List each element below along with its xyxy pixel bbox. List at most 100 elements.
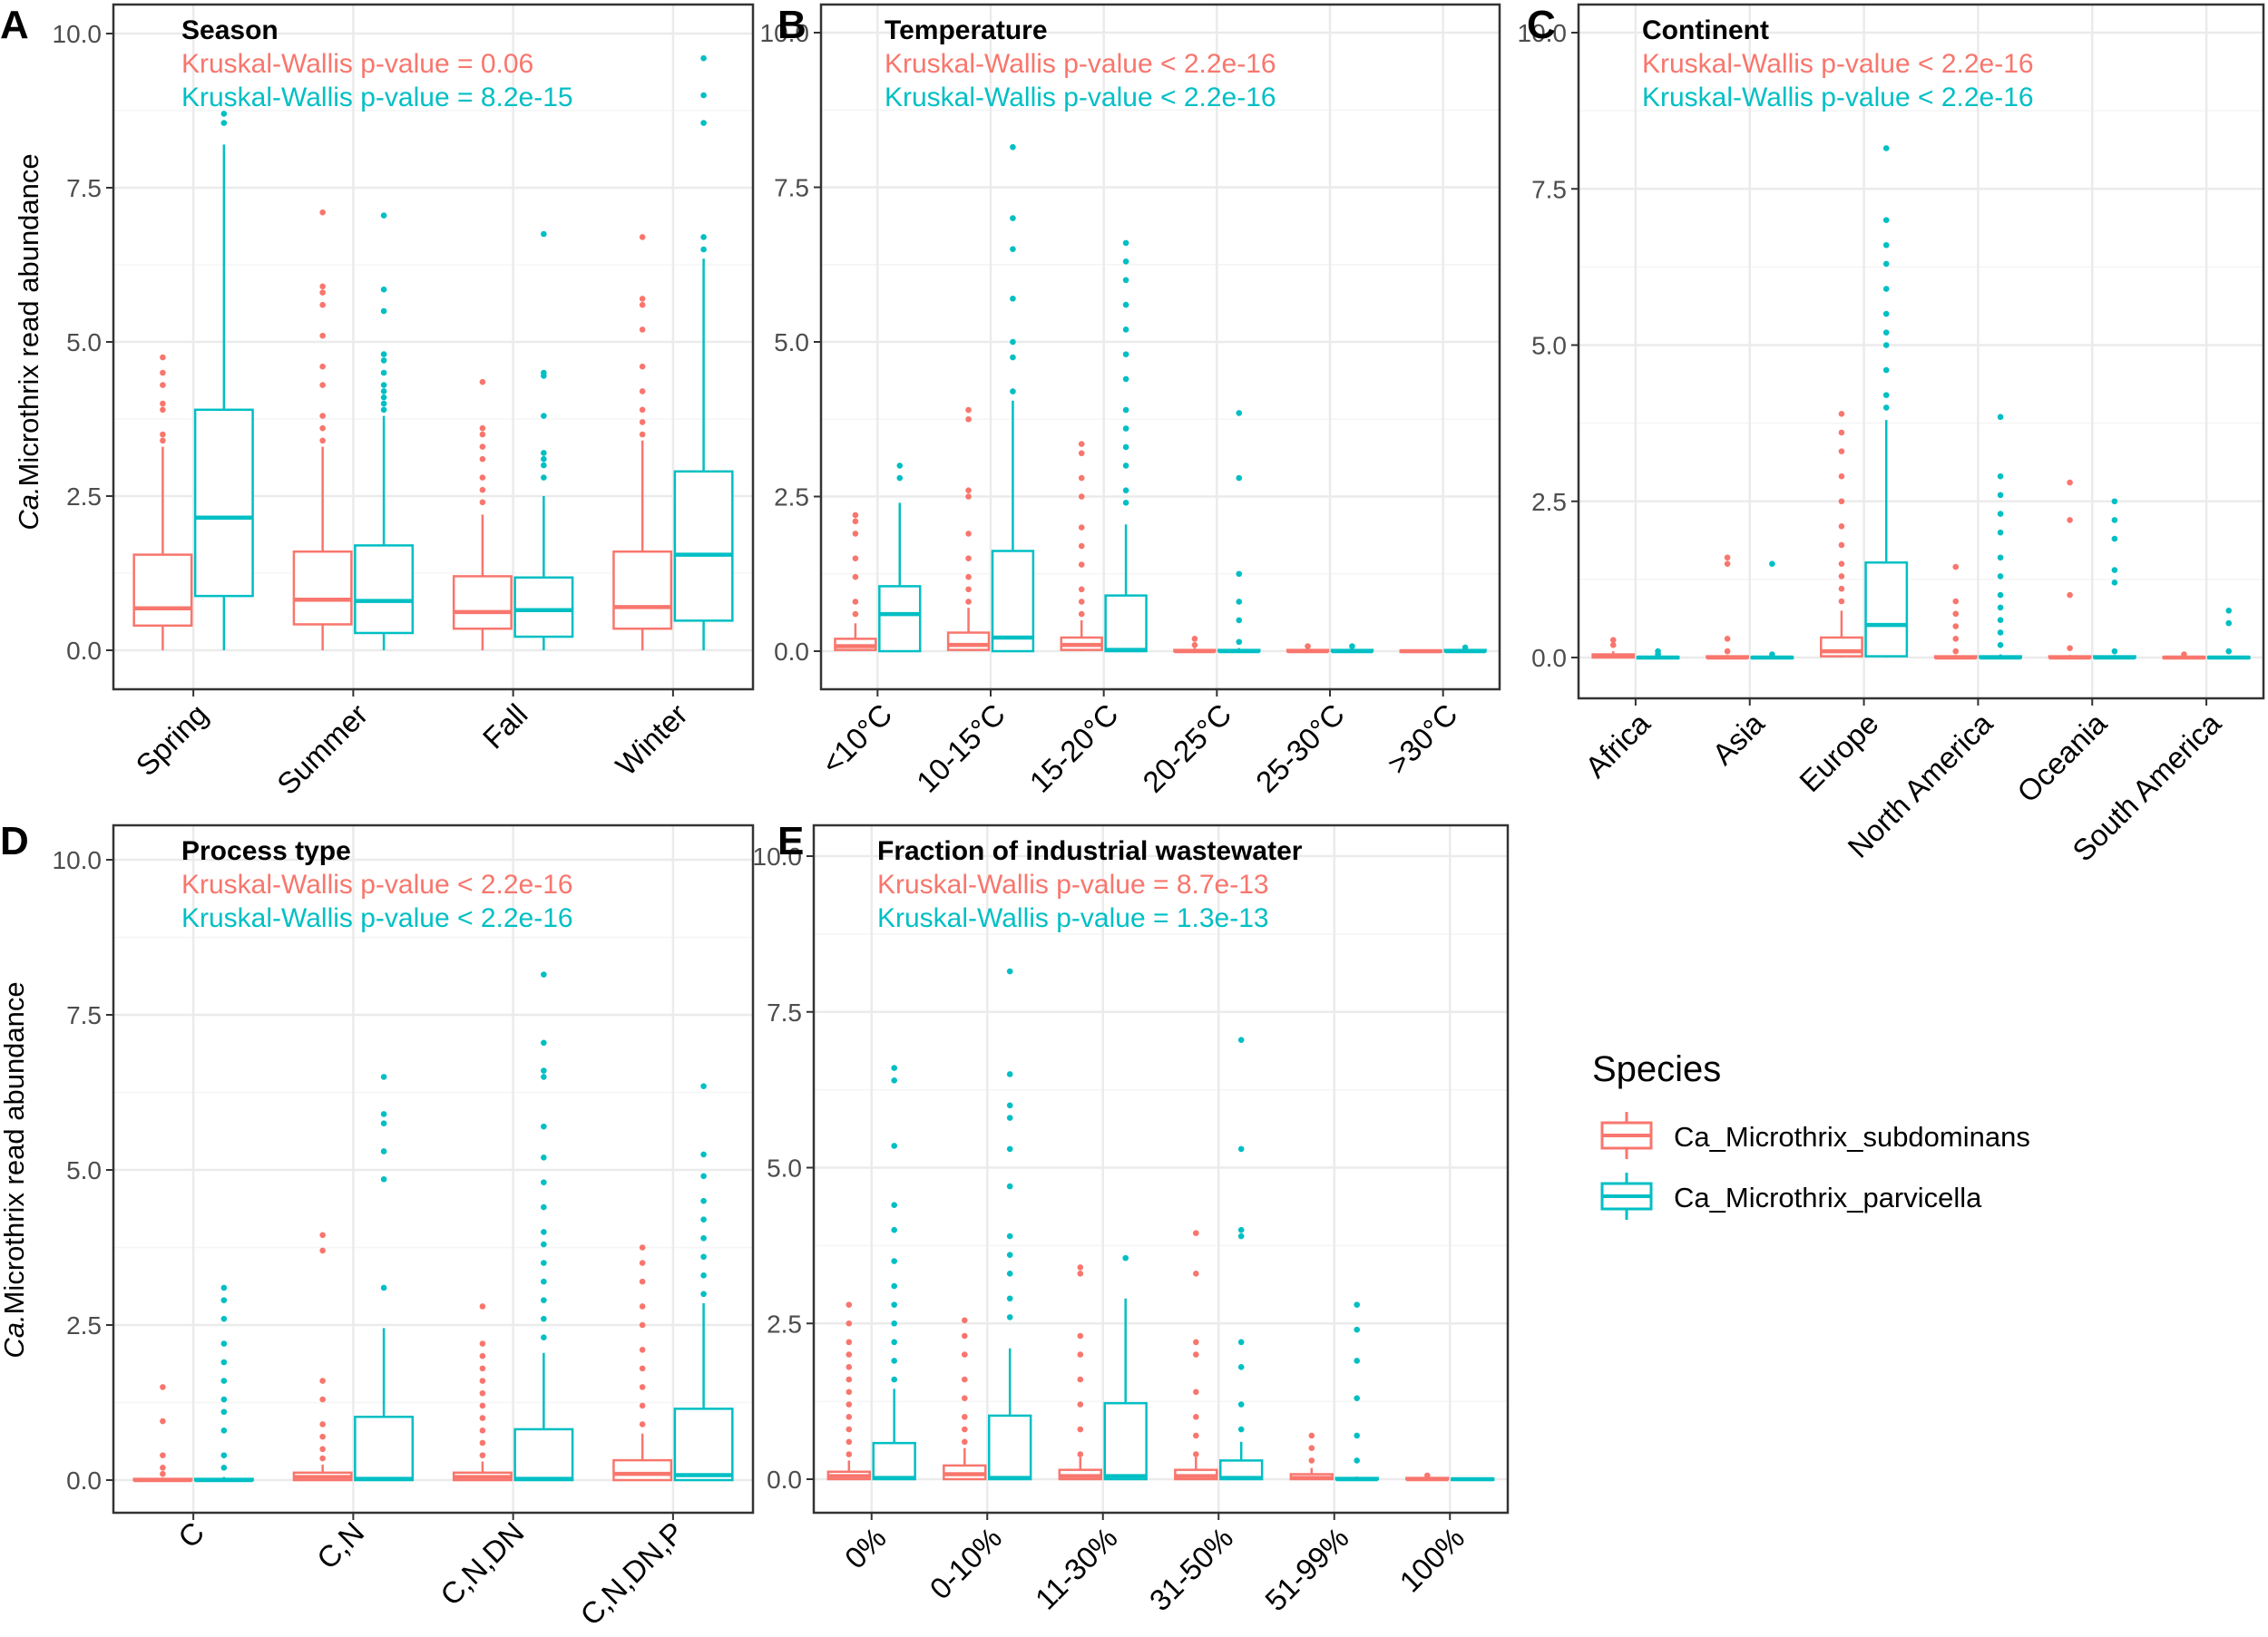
outlier-point xyxy=(1078,441,1085,447)
outlier-point xyxy=(2111,498,2118,505)
outlier-point xyxy=(220,1284,228,1291)
outlier-point xyxy=(1122,239,1129,247)
outlier-point xyxy=(380,1148,387,1155)
outlier-point xyxy=(891,1301,897,1308)
outlier-point xyxy=(380,1120,387,1126)
outlier-point xyxy=(965,531,972,537)
outlier-point xyxy=(319,1433,326,1440)
outlier-point xyxy=(1838,598,1845,605)
legend-key-parvicella xyxy=(1600,1173,1653,1220)
outlier-point xyxy=(700,1173,707,1180)
y-tick-label: 0.0 xyxy=(66,637,102,665)
panel-letter: D xyxy=(0,819,29,863)
outlier-point xyxy=(1237,1037,1245,1043)
outlier-point xyxy=(380,400,387,407)
outlier-point xyxy=(639,419,646,425)
box-parvicella-3 xyxy=(673,54,734,650)
outlier-point xyxy=(1010,354,1016,361)
outlier-point xyxy=(1838,523,1845,530)
outlier-point xyxy=(1952,563,1960,570)
y-tick-label: 2.5 xyxy=(1531,488,1567,516)
outlier-point xyxy=(1997,573,2004,580)
box-subdominans-2 xyxy=(452,1303,513,1482)
y-tick-label: 7.5 xyxy=(767,999,802,1027)
outlier-point xyxy=(1122,425,1129,432)
box-parvicella-3 xyxy=(1979,414,2022,660)
outlier-point xyxy=(852,555,859,561)
y-axis-label: Ca.Microthrix read abundance xyxy=(13,153,44,530)
outlier-point xyxy=(541,369,547,376)
outlier-point xyxy=(1882,145,1890,151)
box-iqr xyxy=(354,1415,415,1482)
box-iqr xyxy=(1864,561,1909,658)
outlier-point xyxy=(965,599,972,605)
box-subdominans-1 xyxy=(292,1232,353,1482)
outlier-point xyxy=(160,400,166,407)
outlier-point xyxy=(1122,500,1129,506)
box-subdominans-0 xyxy=(132,354,193,650)
outlier-point xyxy=(1354,1457,1360,1464)
species-legend: Species Ca_Microthrix_subdominans Ca_Mic… xyxy=(1592,1049,2030,1220)
box-parvicella-1 xyxy=(1750,560,1794,660)
outlier-point xyxy=(891,1282,897,1290)
outlier-point xyxy=(962,1426,968,1433)
outlier-point xyxy=(700,1083,707,1089)
y-axis-label: Ca.Microthrix read abundance xyxy=(0,981,30,1358)
outlier-point xyxy=(160,1384,166,1390)
outlier-point xyxy=(1122,443,1129,451)
outlier-point xyxy=(846,1351,853,1358)
outlier-point xyxy=(1609,637,1617,644)
outlier-point xyxy=(479,431,486,438)
outlier-point xyxy=(1236,617,1243,624)
outlier-point xyxy=(319,289,326,296)
box-subdominans-0 xyxy=(132,1384,193,1483)
y-tick-label: 5.0 xyxy=(774,328,809,356)
outlier-point xyxy=(846,1426,853,1433)
outlier-point xyxy=(319,332,326,339)
outlier-point xyxy=(1354,1358,1360,1364)
outlier-point xyxy=(639,1260,646,1266)
outlier-point xyxy=(700,1291,707,1298)
outlier-point xyxy=(1882,329,1890,336)
outlier-point xyxy=(700,1253,707,1261)
y-tick-label: 2.5 xyxy=(774,483,809,512)
outlier-point xyxy=(541,230,547,238)
outlier-point xyxy=(319,1378,326,1384)
outlier-point xyxy=(1006,1102,1013,1109)
plot-background xyxy=(1579,5,2263,698)
box-parvicella-4 xyxy=(1330,643,1374,654)
box-parvicella-4 xyxy=(1334,1301,1379,1482)
outlier-point xyxy=(479,1439,486,1447)
outlier-point xyxy=(700,120,707,126)
outlier-point xyxy=(1838,473,1845,480)
outlier-point xyxy=(846,1451,853,1457)
outlier-point xyxy=(1077,1270,1084,1277)
outlier-point xyxy=(700,1272,707,1279)
box-parvicella-2 xyxy=(1864,145,1909,658)
outlier-point xyxy=(1237,1339,1245,1346)
outlier-point xyxy=(380,1175,387,1183)
y-tick-label: 7.5 xyxy=(774,174,809,202)
outlier-point xyxy=(1193,1270,1199,1277)
y-tick-label: 2.5 xyxy=(66,1311,102,1340)
outlier-point xyxy=(852,610,859,618)
outlier-point xyxy=(852,531,859,537)
outlier-point xyxy=(965,586,972,593)
box-parvicella-1 xyxy=(354,1074,415,1482)
box-iqr xyxy=(513,1428,574,1482)
outlier-point xyxy=(1078,586,1085,593)
outlier-point xyxy=(639,1402,646,1409)
outlier-point xyxy=(962,1332,968,1340)
outlier-point xyxy=(1077,1264,1084,1271)
y-tick-label: 7.5 xyxy=(66,1001,102,1029)
panel-title: Season xyxy=(181,15,279,45)
outlier-point xyxy=(380,1074,387,1080)
outlier-point xyxy=(220,1359,228,1366)
outlier-point xyxy=(541,1155,547,1161)
outlier-point xyxy=(1122,375,1129,383)
outlier-point xyxy=(1006,1252,1013,1258)
outlier-point xyxy=(700,54,707,62)
y-tick-label: 5.0 xyxy=(66,328,102,356)
outlier-point xyxy=(639,388,646,395)
outlier-point xyxy=(639,326,646,333)
